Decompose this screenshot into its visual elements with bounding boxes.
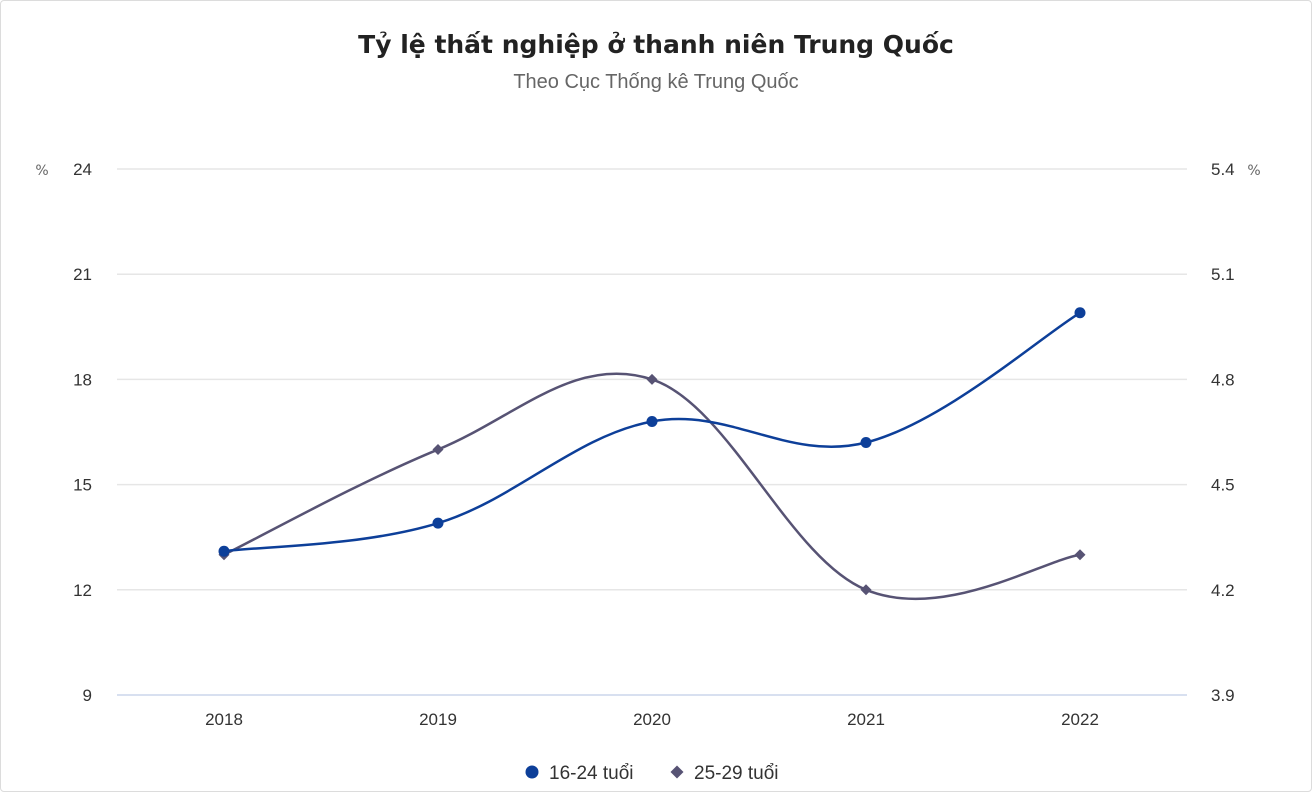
legend-label: 25-29 tuổi: [694, 763, 779, 784]
legend[interactable]: 16-24 tuổi 25-29 tuổi: [525, 763, 779, 784]
y-left-tick-label: 24: [73, 160, 92, 179]
x-tick-label: 2022: [1061, 710, 1099, 729]
y-right-tick-label: 5.1: [1211, 265, 1235, 284]
y-axis-left: % 9 12 15 18 21 24: [35, 160, 92, 705]
y-left-tick-label: 15: [73, 476, 92, 495]
series-line-1: [223, 311, 1081, 553]
y-axis-right: % 3.9 4.2 4.5 4.8 5.1 5.4: [1211, 160, 1261, 705]
x-tick-label: 2018: [205, 710, 243, 729]
data-point[interactable]: [646, 415, 658, 427]
data-point[interactable]: [860, 437, 872, 449]
series-group: [218, 307, 1086, 601]
legend-label: 16-24 tuổi: [549, 763, 634, 784]
y-right-tick-label: 4.2: [1211, 581, 1235, 600]
y-left-tick-label: 9: [83, 686, 92, 705]
y-axis-right-unit: %: [1247, 163, 1260, 179]
data-point[interactable]: [1074, 307, 1086, 319]
grid-lines: [117, 168, 1187, 696]
data-point[interactable]: [432, 517, 444, 529]
x-tick-label: 2021: [847, 710, 885, 729]
legend-item-1[interactable]: 16-24 tuổi: [525, 763, 634, 784]
x-tick-label: 2019: [419, 710, 457, 729]
y-right-tick-label: 4.5: [1211, 476, 1235, 495]
series-line-2: [223, 372, 1081, 601]
chart-title: Tỷ lệ thất nghiệp ở thanh niên Trung Quố…: [358, 30, 954, 59]
y-left-tick-label: 12: [73, 581, 92, 600]
y-left-tick-label: 21: [73, 265, 92, 284]
y-right-tick-label: 4.8: [1211, 370, 1235, 389]
y-left-tick-label: 18: [73, 370, 92, 389]
data-point[interactable]: [218, 545, 230, 557]
y-right-tick-label: 3.9: [1211, 686, 1235, 705]
data-point[interactable]: [1074, 549, 1086, 561]
y-right-tick-label: 5.4: [1211, 160, 1235, 179]
data-point[interactable]: [432, 444, 444, 456]
x-tick-label: 2020: [633, 710, 671, 729]
legend-diamond-icon: [670, 765, 684, 779]
legend-circle-icon: [525, 765, 539, 779]
y-axis-left-unit: %: [35, 163, 48, 179]
legend-item-2[interactable]: 25-29 tuổi: [670, 763, 779, 784]
chart-subtitle: Theo Cục Thống kê Trung Quốc: [513, 71, 799, 93]
data-point[interactable]: [646, 373, 658, 385]
data-point[interactable]: [860, 584, 872, 596]
x-axis: 2018 2019 2020 2021 2022: [205, 710, 1099, 729]
